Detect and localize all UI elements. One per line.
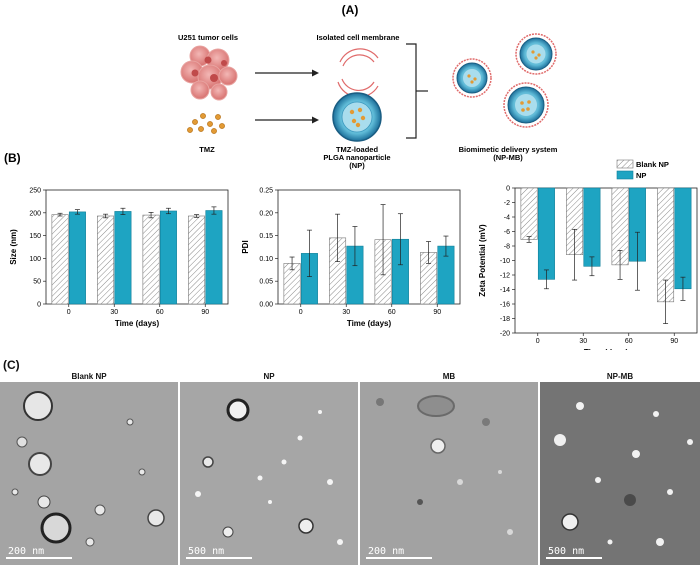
- pdi-x-tick-label: 90: [433, 309, 441, 316]
- zeta-x-tick-label: 60: [625, 338, 633, 345]
- scale-bar-mb: 200 nm: [366, 545, 432, 559]
- legend-label: Blank NP: [636, 160, 669, 169]
- size-y-tick-label: 150: [29, 233, 41, 240]
- size-y-tick-label: 50: [33, 279, 41, 286]
- pdi-y-tick-label: 0.20: [259, 210, 273, 217]
- tem-image-mb: 200 nm: [360, 382, 538, 565]
- np-label-3: (NP): [349, 161, 365, 170]
- panel-b-charts: (B) 0 50 100 150 200 250 0 30 60 90 Time (days) Siz…: [4, 151, 698, 350]
- size-bar: [205, 210, 223, 305]
- size-y-axis-label: Size (nm): [9, 229, 18, 265]
- biomimetic-label-1: Biomimetic delivery system: [459, 145, 558, 154]
- zeta-y-tick-label: -4: [504, 215, 510, 222]
- zeta-y-tick-label: 0: [506, 186, 510, 193]
- scale-bar-np: 500 nm: [186, 545, 252, 559]
- membrane-illustration: [337, 48, 379, 98]
- size-bar: [97, 215, 115, 305]
- np-label-1: TMZ-loaded: [336, 145, 378, 154]
- pdi-y-tick-label: 0.25: [259, 188, 273, 195]
- zeta-y-tick-label: -6: [504, 229, 510, 236]
- zeta-y-tick-label: -20: [500, 331, 510, 338]
- tem-title-blank-np: Blank NP: [71, 372, 107, 381]
- size-bar: [114, 211, 132, 305]
- biomimetic-label-2: (NP-MB): [493, 153, 523, 162]
- legend-swatch: [616, 170, 634, 180]
- zeta-bar: [674, 187, 692, 290]
- pdi-chart: 0.00 0.05 0.10 0.15 0.20 0.25 0 30 60 90 Time (day…: [241, 188, 461, 328]
- zeta-bar: [537, 187, 555, 280]
- zeta-x-tick-label: 30: [579, 338, 587, 345]
- pdi-x-tick-label: 0: [299, 309, 303, 316]
- zeta-y-tick-label: -14: [500, 287, 510, 294]
- tmz-illustration: [187, 113, 225, 134]
- panel-c-label: (C): [3, 358, 20, 372]
- size-bar: [142, 214, 160, 305]
- size-bar: [68, 211, 86, 305]
- legend-swatch: [616, 159, 634, 169]
- tem-image-np-mb: 500 nm: [540, 382, 700, 565]
- size-bar: [188, 215, 206, 305]
- panel-a-label: (A): [342, 3, 359, 17]
- zeta-x-tick-label: 90: [670, 338, 678, 345]
- membrane-label: Isolated cell membrane: [317, 33, 400, 42]
- zeta-y-tick-label: -18: [500, 316, 510, 323]
- pdi-y-tick-label: 0.15: [259, 233, 273, 240]
- size-y-tick-label: 100: [29, 256, 41, 263]
- size-y-tick-label: 0: [37, 302, 41, 309]
- zeta-bar: [520, 187, 538, 240]
- zeta-y-tick-label: -8: [504, 244, 510, 251]
- tumor-cells-label: U251 tumor cells: [178, 33, 238, 42]
- zeta-x-axis-label: Time (days): [584, 348, 629, 350]
- zeta-y-tick-label: -10: [500, 258, 510, 265]
- zeta-y-axis-label: Zeta Potential (mV): [478, 224, 487, 297]
- scale-bar-blank-np: 200 nm: [6, 545, 72, 559]
- tem-image-np: 500 nm: [180, 382, 358, 565]
- pdi-plot-frame: [277, 189, 461, 305]
- panel-a-schematic: (A) U251 tumor cells Isolated cell membr…: [178, 3, 558, 170]
- pdi-y-tick-label: 0.00: [259, 302, 273, 309]
- np-label-2: PLGA nanoparticle: [323, 153, 390, 162]
- zeta-x-tick-label: 0: [536, 338, 540, 345]
- size-x-tick-label: 0: [67, 309, 71, 316]
- pdi-x-axis-label: Time (days): [347, 319, 392, 328]
- biomimetic-illustration: [452, 33, 557, 128]
- tem-image-blank-np: 200 nm: [0, 382, 178, 565]
- combine-bracket: [406, 43, 428, 139]
- size-plot-frame: [45, 189, 229, 305]
- panel-b-label: (B): [4, 151, 21, 165]
- size-bar: [51, 214, 69, 305]
- size-chart: 0 50 100 150 200 250 0 30 60 90 Time (days) Size (n…: [9, 188, 229, 328]
- pdi-y-axis-label: PDI: [241, 240, 250, 253]
- size-x-tick-label: 30: [110, 309, 118, 316]
- zeta-y-tick-label: -12: [500, 273, 510, 280]
- zeta-y-tick-label: -16: [500, 302, 510, 309]
- pdi-x-tick-label: 60: [388, 309, 396, 316]
- scale-bar-np-mb: 500 nm: [546, 545, 602, 559]
- pdi-x-tick-label: 30: [342, 309, 350, 316]
- tem-title-np: NP: [263, 372, 275, 381]
- tmz-label: TMZ: [199, 145, 215, 154]
- pdi-y-tick-label: 0.10: [259, 256, 273, 263]
- tem-title-mb: MB: [442, 372, 456, 381]
- size-y-tick-label: 250: [29, 188, 41, 195]
- size-y-tick-label: 200: [29, 210, 41, 217]
- size-x-tick-label: 60: [156, 309, 164, 316]
- zeta-y-tick-label: -2: [504, 200, 510, 207]
- legend-label: NP: [636, 171, 646, 180]
- zeta-chart: 0 -2 -4 -6 -8 -10 -12 -14 -16 -18 -20 0 30 60 90 Time (…: [478, 159, 698, 350]
- pdi-y-tick-label: 0.05: [259, 279, 273, 286]
- size-x-tick-label: 90: [201, 309, 209, 316]
- nanoparticle-illustration: [332, 92, 382, 142]
- tumor-cells-illustration: [180, 45, 238, 101]
- arrow-icon: [255, 69, 319, 124]
- tem-title-np-mb: NP-MB: [606, 372, 634, 381]
- size-x-axis-label: Time (days): [115, 319, 160, 328]
- size-bar: [159, 210, 177, 305]
- zeta-bar: [583, 187, 601, 267]
